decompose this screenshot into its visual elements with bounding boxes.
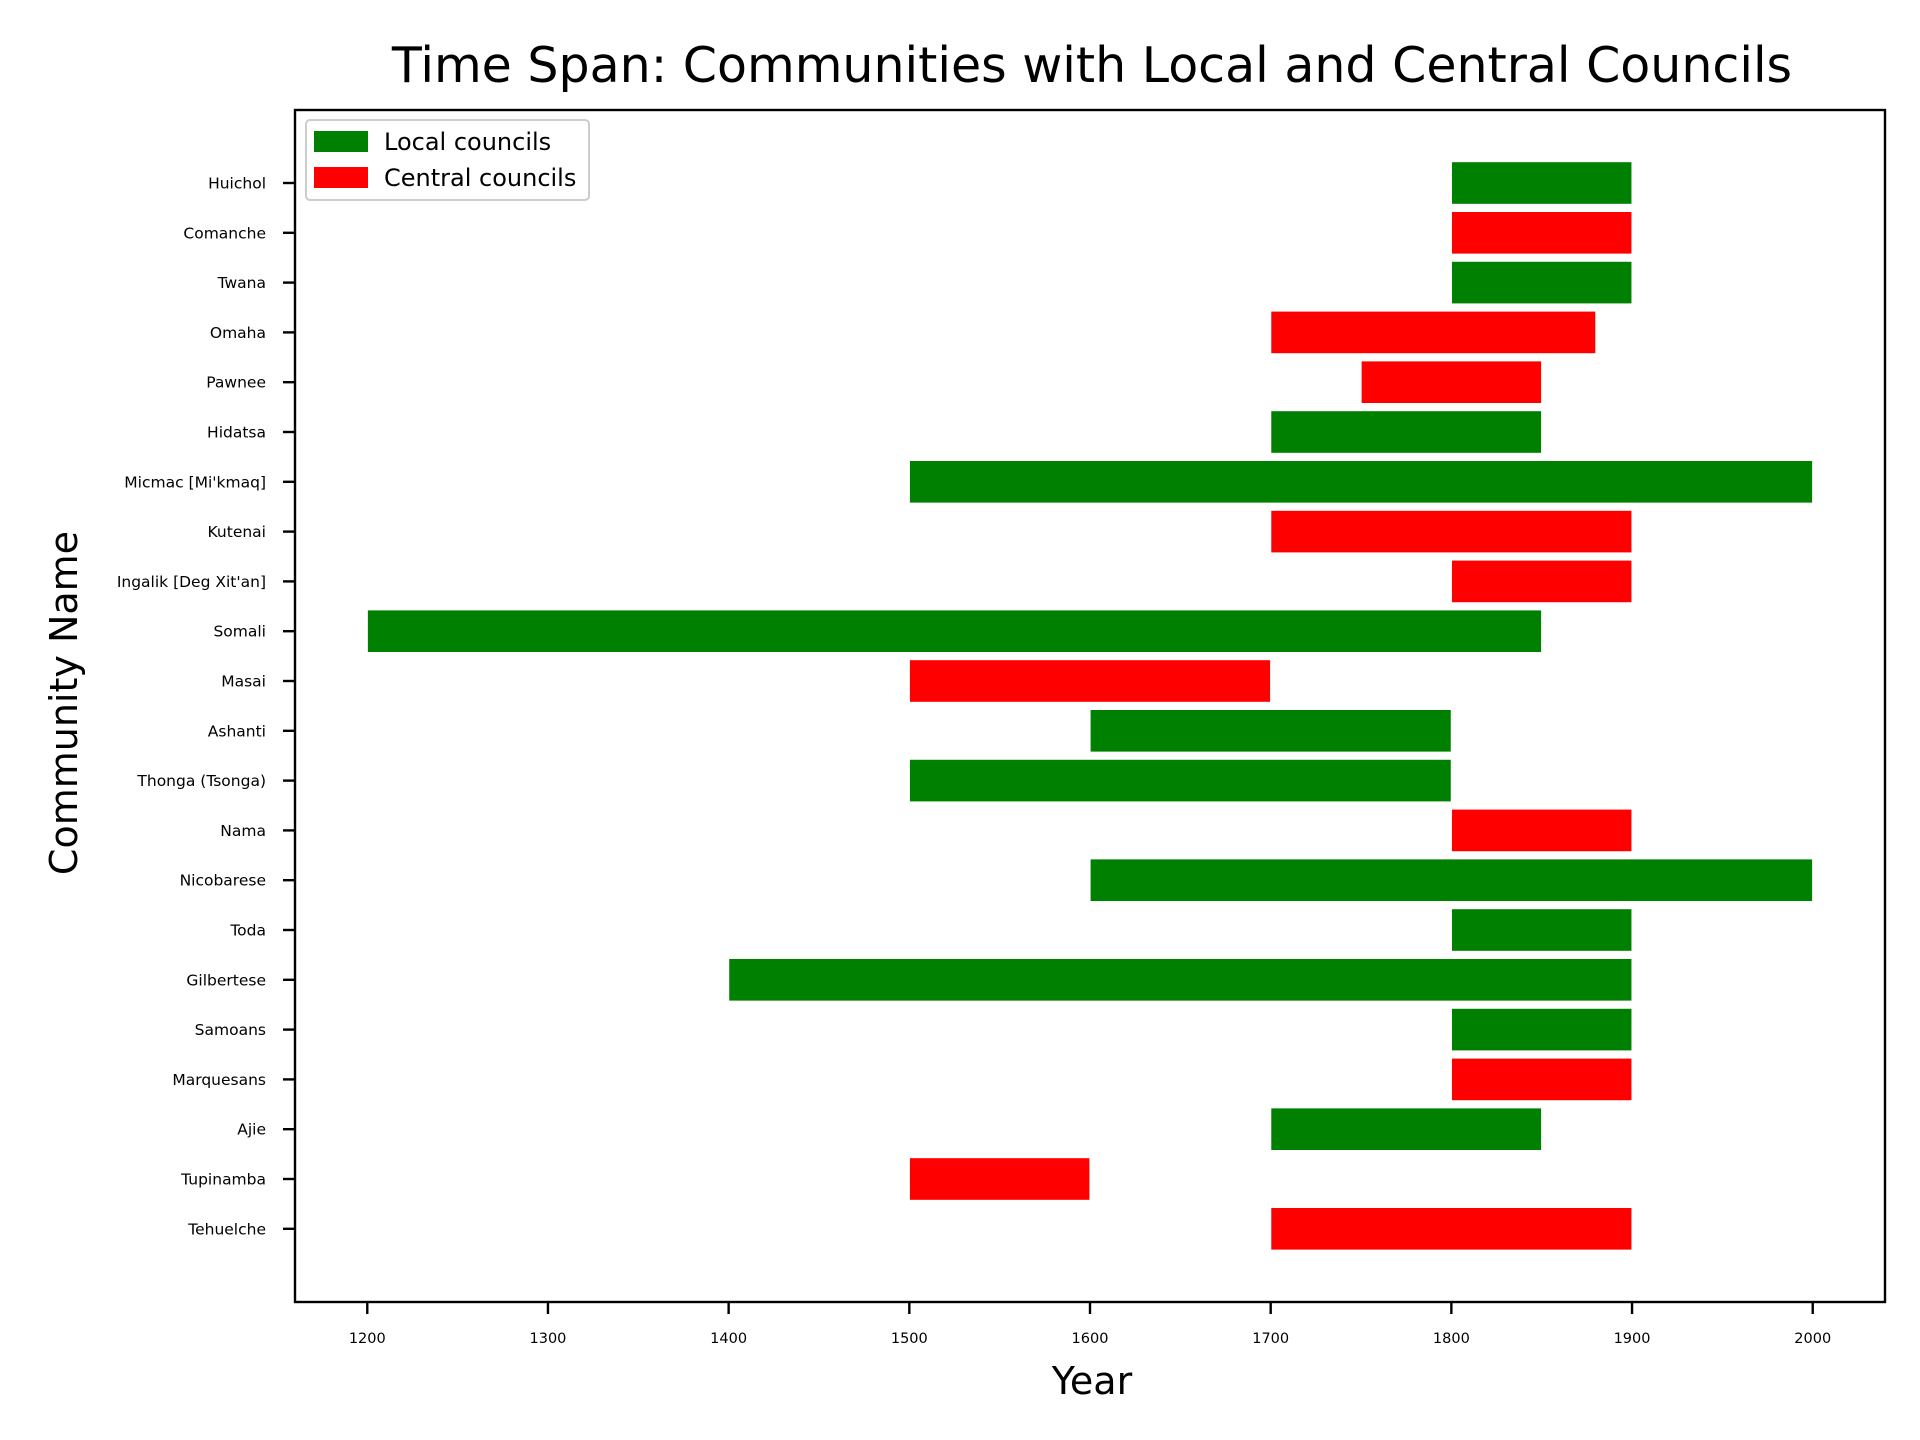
bar-ingalik-deg-xit-an [1450, 559, 1633, 604]
y-tick-label-tupinamba: Tupinamba [180, 1171, 266, 1189]
chart-title: Time Span: Communities with Local and Ce… [391, 37, 1792, 94]
y-axis-label: Community Name [42, 531, 86, 875]
x-tick-label-1500: 1500 [891, 1331, 928, 1347]
bar-gilbertese [728, 957, 1633, 1002]
y-tick-label-huichol: Huichol [208, 175, 266, 193]
bar-toda [1450, 907, 1633, 953]
x-tick-label-1900: 1900 [1614, 1331, 1651, 1347]
y-tick-label-nama: Nama [220, 822, 266, 840]
x-tick-label-1700: 1700 [1252, 1331, 1289, 1347]
legend-box [305, 119, 590, 201]
legend: Local councils Central councils [305, 119, 590, 201]
bar-ajie [1270, 1107, 1543, 1152]
bar-tupinamba [908, 1156, 1091, 1202]
bar-huichol [1450, 160, 1633, 206]
y-tick-label-toda: Toda [229, 922, 266, 940]
legend-swatch-central-councils [314, 167, 368, 188]
x-tick-label-1400: 1400 [710, 1331, 747, 1347]
bars-layer [366, 160, 1814, 1251]
bar-twana [1450, 260, 1633, 305]
bar-masai [908, 658, 1272, 704]
x-tick-label-1600: 1600 [1072, 1331, 1109, 1347]
x-tick-label-2000: 2000 [1794, 1331, 1831, 1347]
x-tick-label-1300: 1300 [530, 1331, 567, 1347]
plot-frame [293, 108, 1887, 1304]
y-tick-label-omaha: Omaha [210, 324, 266, 342]
y-tick-label-gilbertese: Gilbertese [186, 971, 266, 989]
y-tick-label-tehuelche: Tehuelche [187, 1220, 266, 1238]
y-tick-label-masai: Masai [221, 673, 266, 691]
x-tick-label-1200: 1200 [349, 1331, 386, 1347]
y-tick-label-samoans: Samoans [195, 1021, 266, 1039]
bar-comanche [1450, 210, 1633, 255]
x-axis-label: Year [1051, 1359, 1133, 1403]
y-tick-label-kutenai: Kutenai [208, 523, 266, 541]
legend-label-central-councils: Central councils [384, 164, 576, 192]
y-tick-label-micmac-mi-kmaq: Micmac [Mi'kmaq] [124, 473, 266, 491]
y-axis: Huichol Comanche Twana Omaha Pawnee Hidatsa Mi… [117, 175, 295, 1238]
y-tick-label-thonga-tsonga: Thonga (Tsonga) [136, 772, 266, 790]
bar-hidatsa [1270, 409, 1543, 455]
bar-omaha [1270, 310, 1597, 355]
bar-tehuelche [1270, 1206, 1633, 1251]
y-tick-label-marquesans: Marquesans [172, 1071, 266, 1089]
legend-label-local-councils: Local councils [384, 128, 551, 156]
y-tick-label-comanche: Comanche [183, 224, 266, 242]
bar-ashanti [1089, 708, 1452, 753]
x-tick-label-1800: 1800 [1433, 1331, 1470, 1347]
bar-somali [366, 609, 1543, 654]
legend-swatch-local-councils [314, 131, 368, 152]
y-tick-label-somali: Somali [213, 623, 266, 641]
y-tick-label-twana: Twana [217, 274, 266, 292]
y-tick-label-nicobarese: Nicobarese [180, 872, 266, 890]
y-tick-label-hidatsa: Hidatsa [207, 424, 266, 442]
bar-thonga-tsonga [908, 758, 1452, 803]
bar-marquesans [1450, 1057, 1633, 1102]
y-tick-label-ashanti: Ashanti [208, 722, 266, 740]
y-tick-label-pawnee: Pawnee [206, 374, 266, 392]
bar-samoans [1450, 1007, 1633, 1052]
bar-kutenai [1270, 509, 1633, 554]
y-tick-label-ajie: Ajie [237, 1121, 266, 1139]
bar-pawnee [1360, 360, 1543, 405]
y-tick-label-ingalik-deg-xit-an: Ingalik [Deg Xit'an] [117, 573, 266, 591]
bar-nama [1450, 808, 1633, 853]
bar-micmac-mi-kmaq [908, 459, 1814, 504]
x-axis: 1200 1300 1400 1500 1600 1700 1800 1900 2000 [349, 1302, 1831, 1347]
bar-nicobarese [1089, 858, 1814, 903]
